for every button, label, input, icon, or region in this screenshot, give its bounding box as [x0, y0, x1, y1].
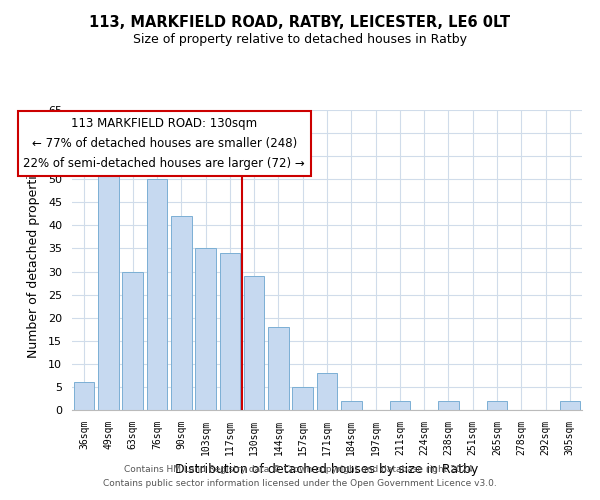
Bar — [146, 179, 167, 410]
Bar — [560, 401, 580, 410]
X-axis label: Distribution of detached houses by size in Ratby: Distribution of detached houses by size … — [175, 464, 479, 476]
Bar — [268, 327, 289, 410]
Bar — [122, 272, 143, 410]
Bar — [74, 382, 94, 410]
Bar — [292, 387, 313, 410]
Bar — [487, 401, 508, 410]
Bar — [195, 248, 216, 410]
Bar — [389, 401, 410, 410]
Bar — [171, 216, 191, 410]
Bar — [438, 401, 459, 410]
Bar — [220, 253, 240, 410]
Bar — [98, 166, 119, 410]
Y-axis label: Number of detached properties: Number of detached properties — [27, 162, 40, 358]
Bar — [341, 401, 362, 410]
Text: 113, MARKFIELD ROAD, RATBY, LEICESTER, LE6 0LT: 113, MARKFIELD ROAD, RATBY, LEICESTER, L… — [89, 15, 511, 30]
Text: Contains HM Land Registry data © Crown copyright and database right 2024.
Contai: Contains HM Land Registry data © Crown c… — [103, 466, 497, 487]
Bar — [244, 276, 265, 410]
Bar — [317, 373, 337, 410]
Text: 113 MARKFIELD ROAD: 130sqm
← 77% of detached houses are smaller (248)
22% of sem: 113 MARKFIELD ROAD: 130sqm ← 77% of deta… — [23, 117, 305, 170]
Text: Size of property relative to detached houses in Ratby: Size of property relative to detached ho… — [133, 32, 467, 46]
